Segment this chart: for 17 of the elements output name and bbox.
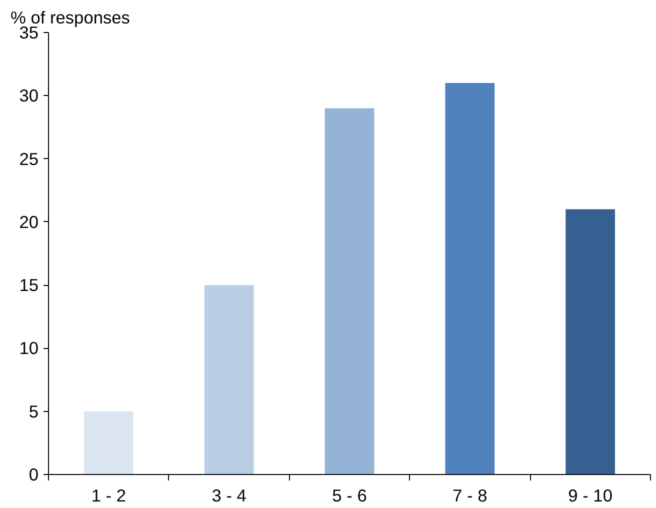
y-tick-label: 30 <box>19 86 39 106</box>
y-tick-label: 0 <box>28 464 39 484</box>
y-tick-label: 5 <box>28 401 39 422</box>
x-tick-label: 9 - 10 <box>568 486 612 506</box>
bar <box>84 411 134 474</box>
x-tick-label: 3 - 4 <box>212 486 247 506</box>
y-tick-label: 20 <box>19 212 39 232</box>
bar <box>566 209 615 474</box>
x-tick-label: 1 - 2 <box>91 486 126 506</box>
bar <box>445 83 495 474</box>
x-tick-label: 5 - 6 <box>332 486 367 506</box>
y-tick-label: 25 <box>19 148 39 169</box>
x-tick-label: 7 - 8 <box>452 486 488 506</box>
y-tick-label: 15 <box>19 275 39 296</box>
bar <box>324 108 374 474</box>
y-tick-label: 10 <box>19 338 39 358</box>
bar <box>204 285 254 474</box>
